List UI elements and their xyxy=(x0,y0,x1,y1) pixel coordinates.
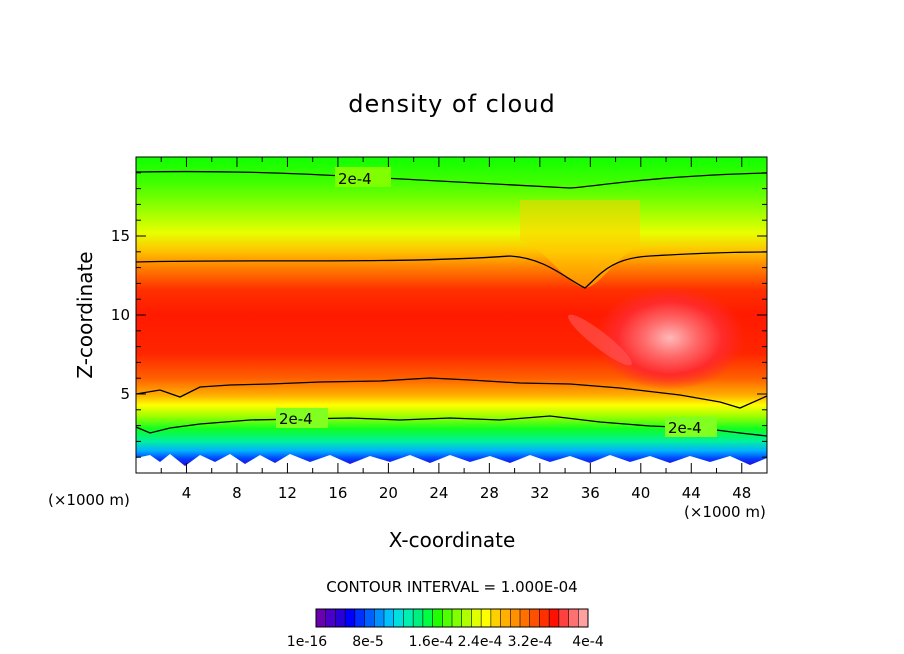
contour-label: 2e-4 xyxy=(668,419,702,437)
contour-line-lower xyxy=(136,377,767,409)
x-tick-label: 24 xyxy=(429,484,448,502)
colorbar-swatch xyxy=(452,609,463,627)
colorbar-swatch xyxy=(316,609,327,627)
hot-core xyxy=(595,286,745,390)
colorbar-swatch xyxy=(461,609,472,627)
colorbar-swatch xyxy=(578,609,589,627)
x-tick-label: 8 xyxy=(232,484,242,502)
colorbar-swatch xyxy=(354,609,365,627)
colorbar-tick-label: 1e-16 xyxy=(287,634,327,650)
colorbar-swatch xyxy=(520,609,531,627)
colorbar-swatch xyxy=(345,609,356,627)
colorbar-swatch xyxy=(471,609,482,627)
colorbar-swatch xyxy=(335,609,346,627)
contour-line-upper xyxy=(136,251,767,289)
y-tick-label: 10 xyxy=(111,306,130,324)
colorbar-tick-label: 2.4e-4 xyxy=(458,634,503,650)
colorbar-swatch xyxy=(403,609,414,627)
y-tick-label: 5 xyxy=(120,385,130,403)
colorbar-swatch xyxy=(374,609,385,627)
x-tick-label: 36 xyxy=(581,484,600,502)
chart-title: density of cloud xyxy=(348,90,555,118)
colorbar-swatch xyxy=(384,609,395,627)
contour-line-top xyxy=(136,170,767,189)
cloud-base xyxy=(136,454,767,473)
colorbar-tick-label: 8e-5 xyxy=(352,634,383,650)
colorbar-tick-label: 3.2e-4 xyxy=(508,634,553,650)
colorbar-swatch xyxy=(432,609,443,627)
colorbar-swatch xyxy=(422,609,433,627)
contour-label: 2e-4 xyxy=(338,170,372,188)
x-tick-label: 44 xyxy=(682,484,701,502)
colorbar-swatch xyxy=(413,609,424,627)
x-tick-label: 32 xyxy=(530,484,549,502)
y-tick-label: 15 xyxy=(111,227,130,245)
colorbar-swatch xyxy=(364,609,375,627)
x-tick-label: 4 xyxy=(182,484,192,502)
colorbar-swatch xyxy=(568,609,579,627)
x-axis-label: X-coordinate xyxy=(389,528,516,552)
colorbar-swatch xyxy=(490,609,501,627)
colorbar-swatch xyxy=(558,609,569,627)
x-tick-label: 48 xyxy=(732,484,751,502)
contour-label-bg xyxy=(335,167,391,187)
contour-label-bg xyxy=(665,417,717,437)
contour-label: 2e-4 xyxy=(279,410,313,428)
x-tick-label: 16 xyxy=(328,484,347,502)
colorbar-swatch xyxy=(539,609,550,627)
x-tick-label: 40 xyxy=(631,484,650,502)
x-axis-unit-right: (×1000 m) xyxy=(684,503,766,521)
x-tick-label: 28 xyxy=(480,484,499,502)
colorbar xyxy=(315,608,589,628)
colorbar-swatch xyxy=(510,609,521,627)
x-tick-label: 12 xyxy=(278,484,297,502)
colorbar-labels: 1e-16 8e-5 1.6e-4 2.4e-4 3.2e-4 4e-4 xyxy=(287,634,604,650)
x-axis-unit-left: (×1000 m) xyxy=(48,491,130,509)
colorbar-swatch xyxy=(549,609,560,627)
colorbar-tick-label: 4e-4 xyxy=(572,634,604,650)
colorbar-swatch xyxy=(325,609,336,627)
colorbar-swatch xyxy=(481,609,492,627)
colorbar-swatch xyxy=(529,609,540,627)
y-axis-label: Z-coordinate xyxy=(73,251,97,378)
colorbar-swatch xyxy=(442,609,453,627)
colorbar-swatch xyxy=(500,609,511,627)
colorbar-swatch xyxy=(393,609,404,627)
colorbar-tick-label: 1.6e-4 xyxy=(409,634,454,650)
contour-label-bg xyxy=(276,408,328,428)
x-tick-label: 20 xyxy=(379,484,398,502)
diagonal-streak xyxy=(568,314,632,366)
contour-interval-label: CONTOUR INTERVAL = 1.000E-04 xyxy=(326,578,577,596)
